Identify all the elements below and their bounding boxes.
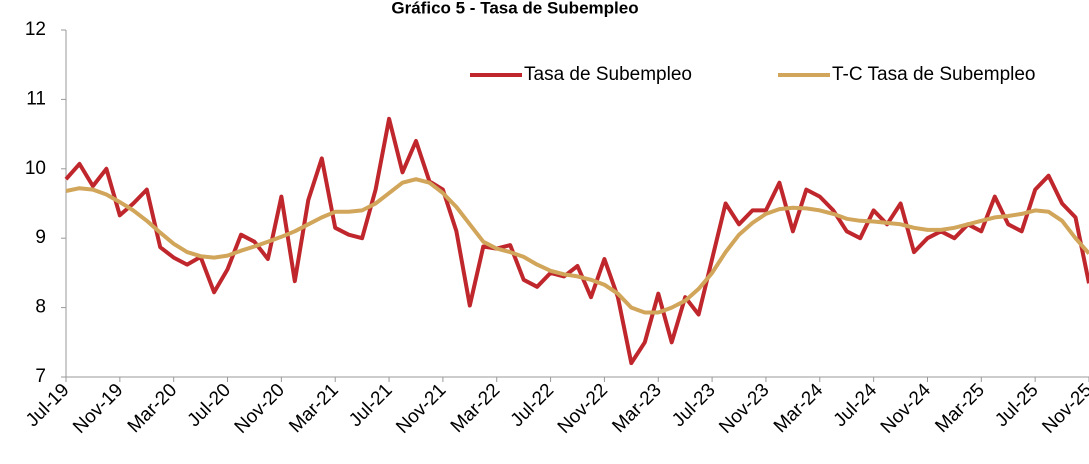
x-tick-label: Mar-23 <box>608 380 665 437</box>
x-tick-label: Nov-23 <box>715 380 773 438</box>
y-tick-label: 11 <box>26 88 46 109</box>
x-tick-label: Jul-24 <box>830 379 882 431</box>
x-tick-label: Mar-25 <box>931 380 988 437</box>
x-tick-label: Jul-20 <box>184 380 235 431</box>
y-tick-label: 10 <box>25 158 46 179</box>
x-tick-label: Jul-23 <box>668 380 719 431</box>
x-tick-label: Nov-19 <box>69 380 127 438</box>
x-tick-label: Nov-24 <box>877 379 935 437</box>
x-tick-label: Jul-19 <box>22 380 73 431</box>
x-tick-label: Nov-20 <box>231 380 289 438</box>
x-tick-label: Mar-21 <box>285 380 342 437</box>
x-tick-label: Nov-25 <box>1038 380 1089 438</box>
legend-label: Tasa de Subempleo <box>524 64 692 85</box>
y-tick-label: 9 <box>35 227 46 248</box>
x-tick-label: Mar-22 <box>447 380 504 437</box>
y-tick-label: 8 <box>35 297 46 318</box>
legend-label: T-C Tasa de Subempleo <box>832 64 1036 85</box>
y-tick-label: 12 <box>25 19 46 40</box>
y-tick-label: 7 <box>35 366 46 387</box>
x-tick-label: Nov-22 <box>554 380 612 438</box>
chart-title: Gráfico 5 - Tasa de Subempleo <box>391 0 638 17</box>
x-tick-label: Mar-20 <box>124 380 181 437</box>
x-tick-label: Jul-21 <box>345 380 396 431</box>
series-line <box>65 177 1089 315</box>
x-tick-label: Nov-21 <box>392 380 450 438</box>
x-tick-label: Jul-22 <box>507 380 558 431</box>
series-line <box>64 116 1089 366</box>
x-tick-label: Mar-24 <box>770 379 828 437</box>
x-tick-label: Jul-25 <box>991 380 1042 431</box>
